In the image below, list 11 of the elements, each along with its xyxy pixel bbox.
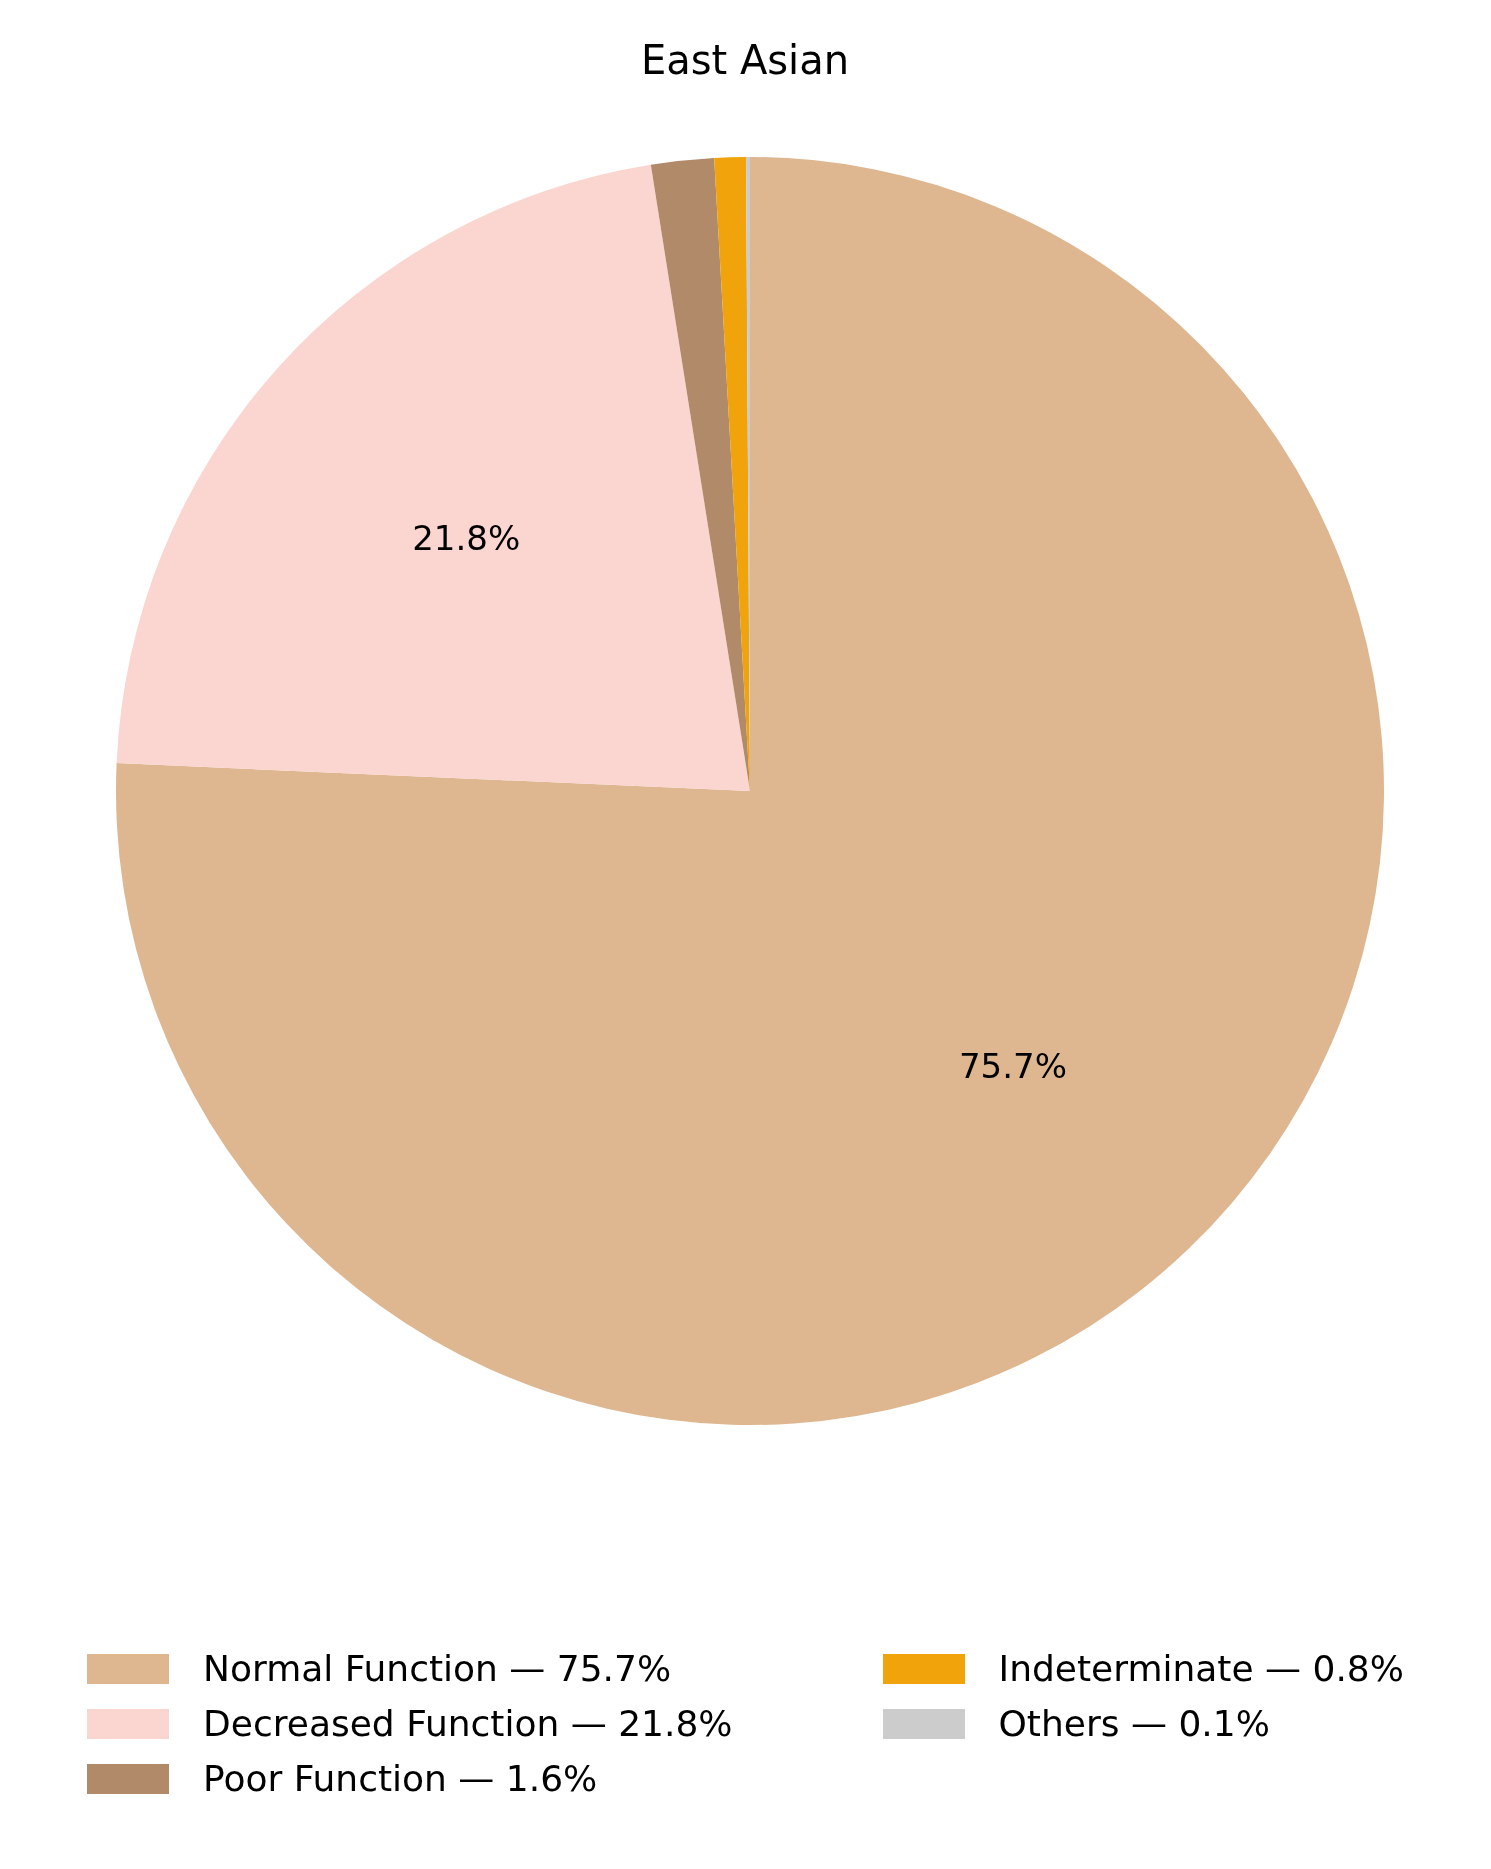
- pie-slice: [116, 164, 750, 791]
- legend-label: Normal Function — 75.7%: [203, 1648, 672, 1689]
- pie-slice: [116, 157, 1384, 1424]
- data-label: 75.7%: [959, 1045, 1068, 1086]
- legend-label: Indeterminate — 0.8%: [998, 1648, 1404, 1689]
- legend-label: Poor Function — 1.6%: [203, 1758, 598, 1799]
- legend-label: Others — 0.1%: [998, 1703, 1270, 1744]
- legend-label: Decreased Function — 21.8%: [203, 1703, 733, 1744]
- pie-slice: [650, 158, 750, 791]
- chart-title: East Asian: [640, 37, 850, 83]
- data-label: 21.8%: [412, 517, 521, 558]
